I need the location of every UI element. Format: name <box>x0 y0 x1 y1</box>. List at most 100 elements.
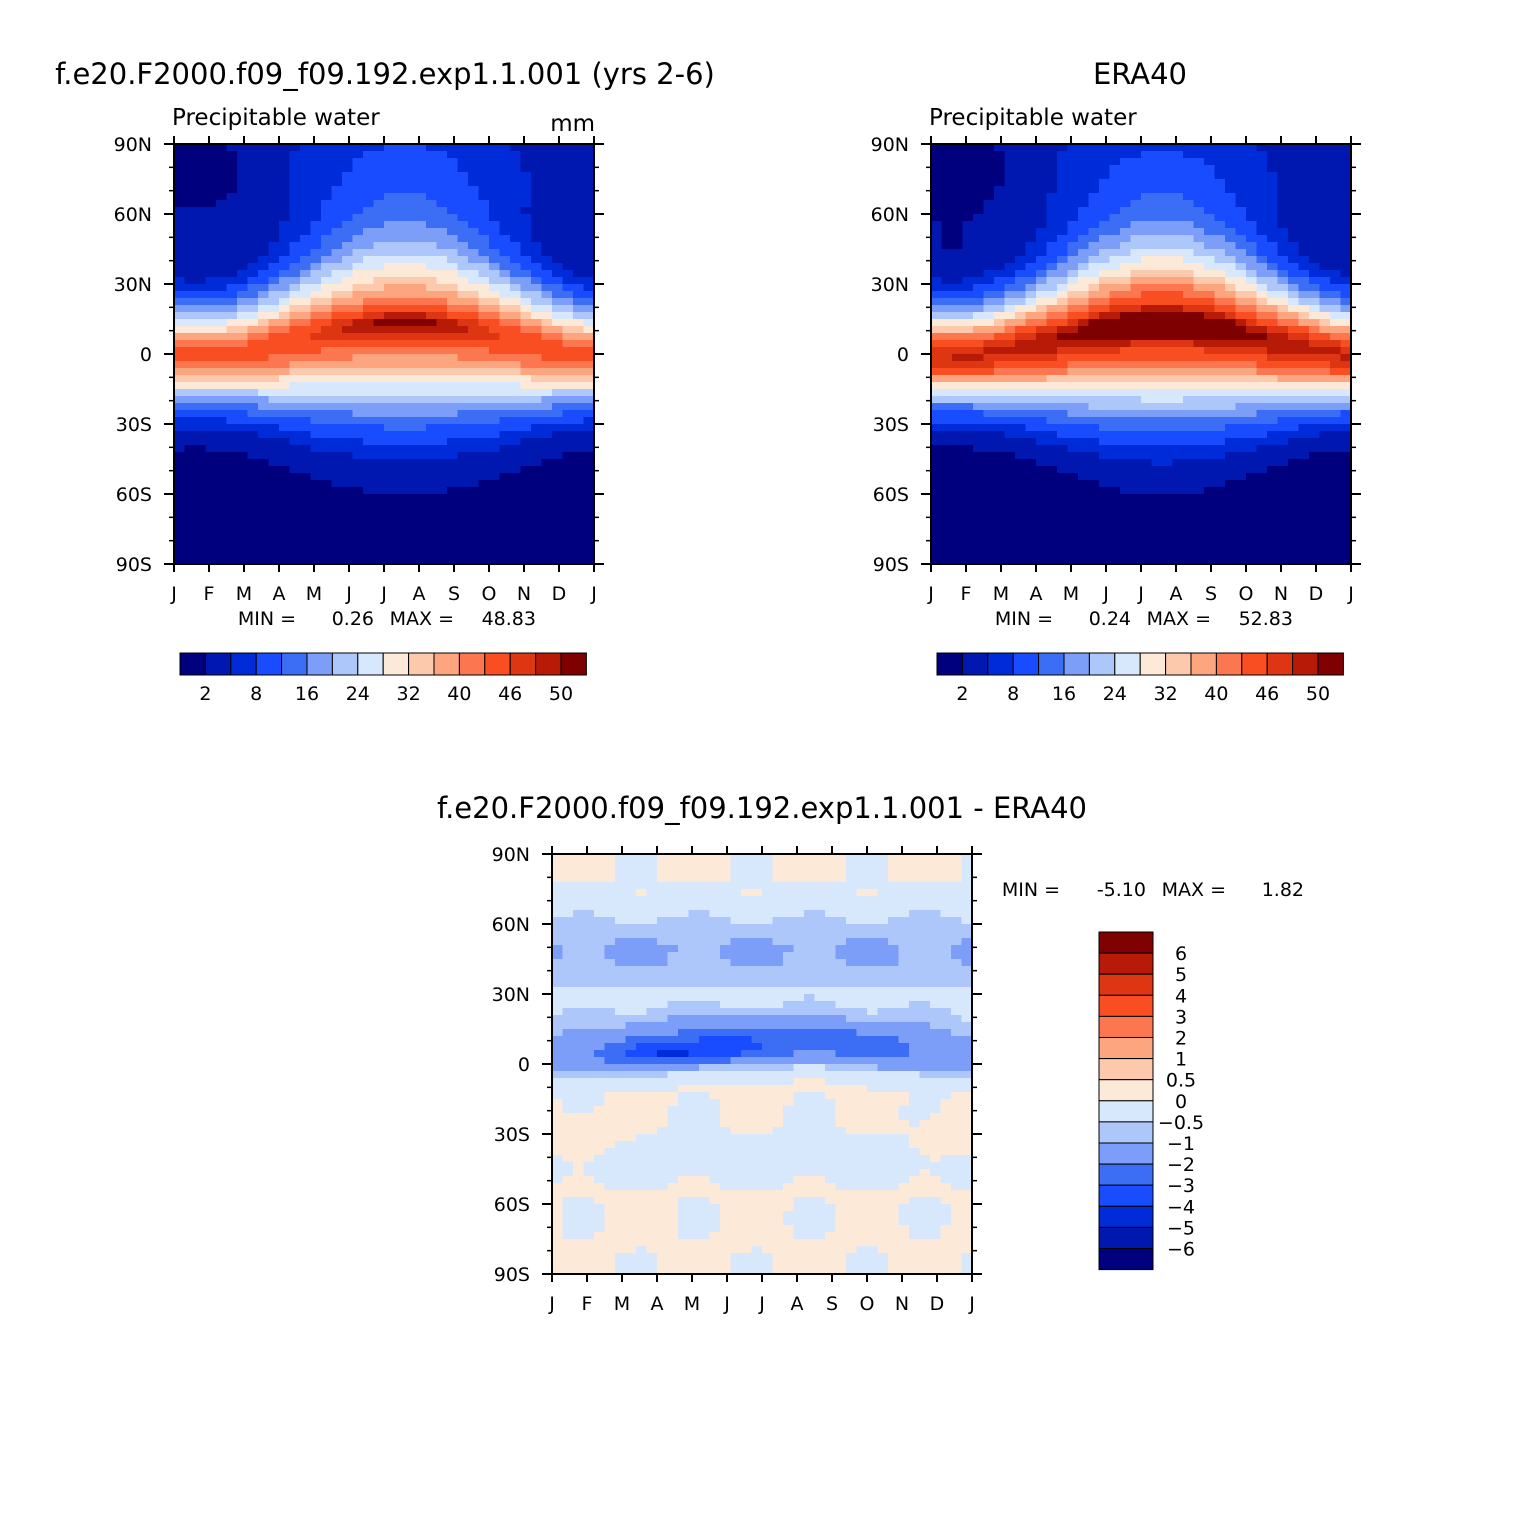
heatmap-cell <box>1267 284 1279 292</box>
heatmap-cell <box>237 305 249 313</box>
heatmap-cell <box>489 333 501 341</box>
heatmap-cell <box>952 417 964 425</box>
heatmap-cell <box>1025 445 1037 453</box>
heatmap-cell <box>457 242 469 250</box>
heatmap-cell <box>426 508 438 516</box>
heatmap-cell <box>1246 326 1258 334</box>
heatmap-cell <box>436 501 448 509</box>
heatmap-cell <box>1120 501 1132 509</box>
heatmap-cell <box>342 522 354 530</box>
heatmap-cell <box>174 144 186 152</box>
heatmap-cell <box>583 347 594 355</box>
heatmap-cell <box>247 368 259 376</box>
heatmap-cell <box>1120 144 1132 152</box>
heatmap-cell <box>541 347 553 355</box>
heatmap-cell <box>468 165 480 173</box>
heatmap-cell <box>1204 207 1216 215</box>
heatmap-cell <box>983 200 995 208</box>
heatmap-cell <box>1067 242 1079 250</box>
heatmap-cell <box>1172 256 1184 264</box>
heatmap-cell <box>1267 263 1279 271</box>
heatmap-cell <box>1288 522 1300 530</box>
heatmap-cell <box>1130 522 1142 530</box>
heatmap-cell <box>1193 466 1205 474</box>
heatmap-cell <box>457 459 469 467</box>
heatmap-cell <box>258 158 270 166</box>
heatmap-cell <box>279 179 291 187</box>
heatmap-cell <box>237 326 249 334</box>
heatmap-cell <box>1067 529 1079 537</box>
heatmap-cell <box>1193 284 1205 292</box>
heatmap-cell <box>573 354 585 362</box>
heatmap-cell <box>1319 333 1331 341</box>
heatmap-cell <box>1172 333 1184 341</box>
heatmap-cell <box>342 396 354 404</box>
heatmap-cell <box>562 550 574 558</box>
heatmap-cell <box>931 466 943 474</box>
heatmap-cell <box>415 200 427 208</box>
heatmap-cell <box>1036 326 1048 334</box>
heatmap-cell <box>268 347 280 355</box>
heatmap-cell <box>552 550 564 558</box>
heatmap-cell <box>1204 144 1216 152</box>
heatmap-cell <box>1267 396 1279 404</box>
heatmap-cell <box>1246 172 1258 180</box>
heatmap-cell <box>1183 410 1195 418</box>
heatmap-cell <box>1214 515 1226 523</box>
heatmap-cell <box>1267 158 1279 166</box>
heatmap-cell <box>1151 193 1163 201</box>
heatmap-cell <box>1015 445 1027 453</box>
heatmap-cell <box>1120 165 1132 173</box>
heatmap-cell <box>531 410 543 418</box>
heatmap-cell <box>426 515 438 523</box>
heatmap-cell <box>363 221 375 229</box>
heatmap-cell <box>1277 501 1289 509</box>
heatmap-cell <box>983 221 995 229</box>
heatmap-cell <box>1267 494 1279 502</box>
heatmap-cell <box>373 165 385 173</box>
heatmap-cell <box>363 515 375 523</box>
heatmap-cell <box>352 333 364 341</box>
heatmap-cell <box>1004 557 1016 564</box>
heatmap-cell <box>436 221 448 229</box>
heatmap-cell <box>258 221 270 229</box>
heatmap-cell <box>520 494 532 502</box>
heatmap-cell <box>531 228 543 236</box>
heatmap-cell <box>268 165 280 173</box>
heatmap-cell <box>1078 144 1090 152</box>
heatmap-cell <box>415 543 427 551</box>
heatmap-cell <box>531 494 543 502</box>
heatmap-cell <box>941 179 953 187</box>
heatmap-cell <box>216 557 228 564</box>
heatmap-cell <box>510 263 522 271</box>
heatmap-cell <box>279 172 291 180</box>
heatmap-cell <box>1151 319 1163 327</box>
heatmap-cell <box>300 396 312 404</box>
heatmap-cell <box>1204 459 1216 467</box>
heatmap-cell <box>1057 326 1069 334</box>
heatmap-cell <box>226 459 238 467</box>
heatmap-cell <box>520 382 532 390</box>
heatmap-cell <box>457 529 469 537</box>
heatmap-cell <box>573 165 585 173</box>
heatmap-cell <box>237 417 249 425</box>
heatmap-cell <box>1309 375 1321 383</box>
heatmap-cell <box>1246 431 1258 439</box>
heatmap-cell <box>1172 284 1184 292</box>
heatmap-cell <box>174 158 186 166</box>
heatmap-cell <box>1036 284 1048 292</box>
heatmap-cell <box>394 172 406 180</box>
heatmap-cell <box>962 536 974 544</box>
heatmap-cell <box>478 277 490 285</box>
heatmap-cell <box>321 340 333 348</box>
heatmap-cell <box>478 312 490 320</box>
heatmap-cell <box>520 354 532 362</box>
heatmap-cell <box>1046 382 1058 390</box>
heatmap-cell <box>478 396 490 404</box>
heatmap-cell <box>1141 501 1153 509</box>
heatmap-cell <box>1204 228 1216 236</box>
heatmap-cell <box>237 165 249 173</box>
heatmap-cell <box>1319 319 1331 327</box>
heatmap-cell <box>1319 459 1331 467</box>
heatmap-cell <box>331 515 343 523</box>
